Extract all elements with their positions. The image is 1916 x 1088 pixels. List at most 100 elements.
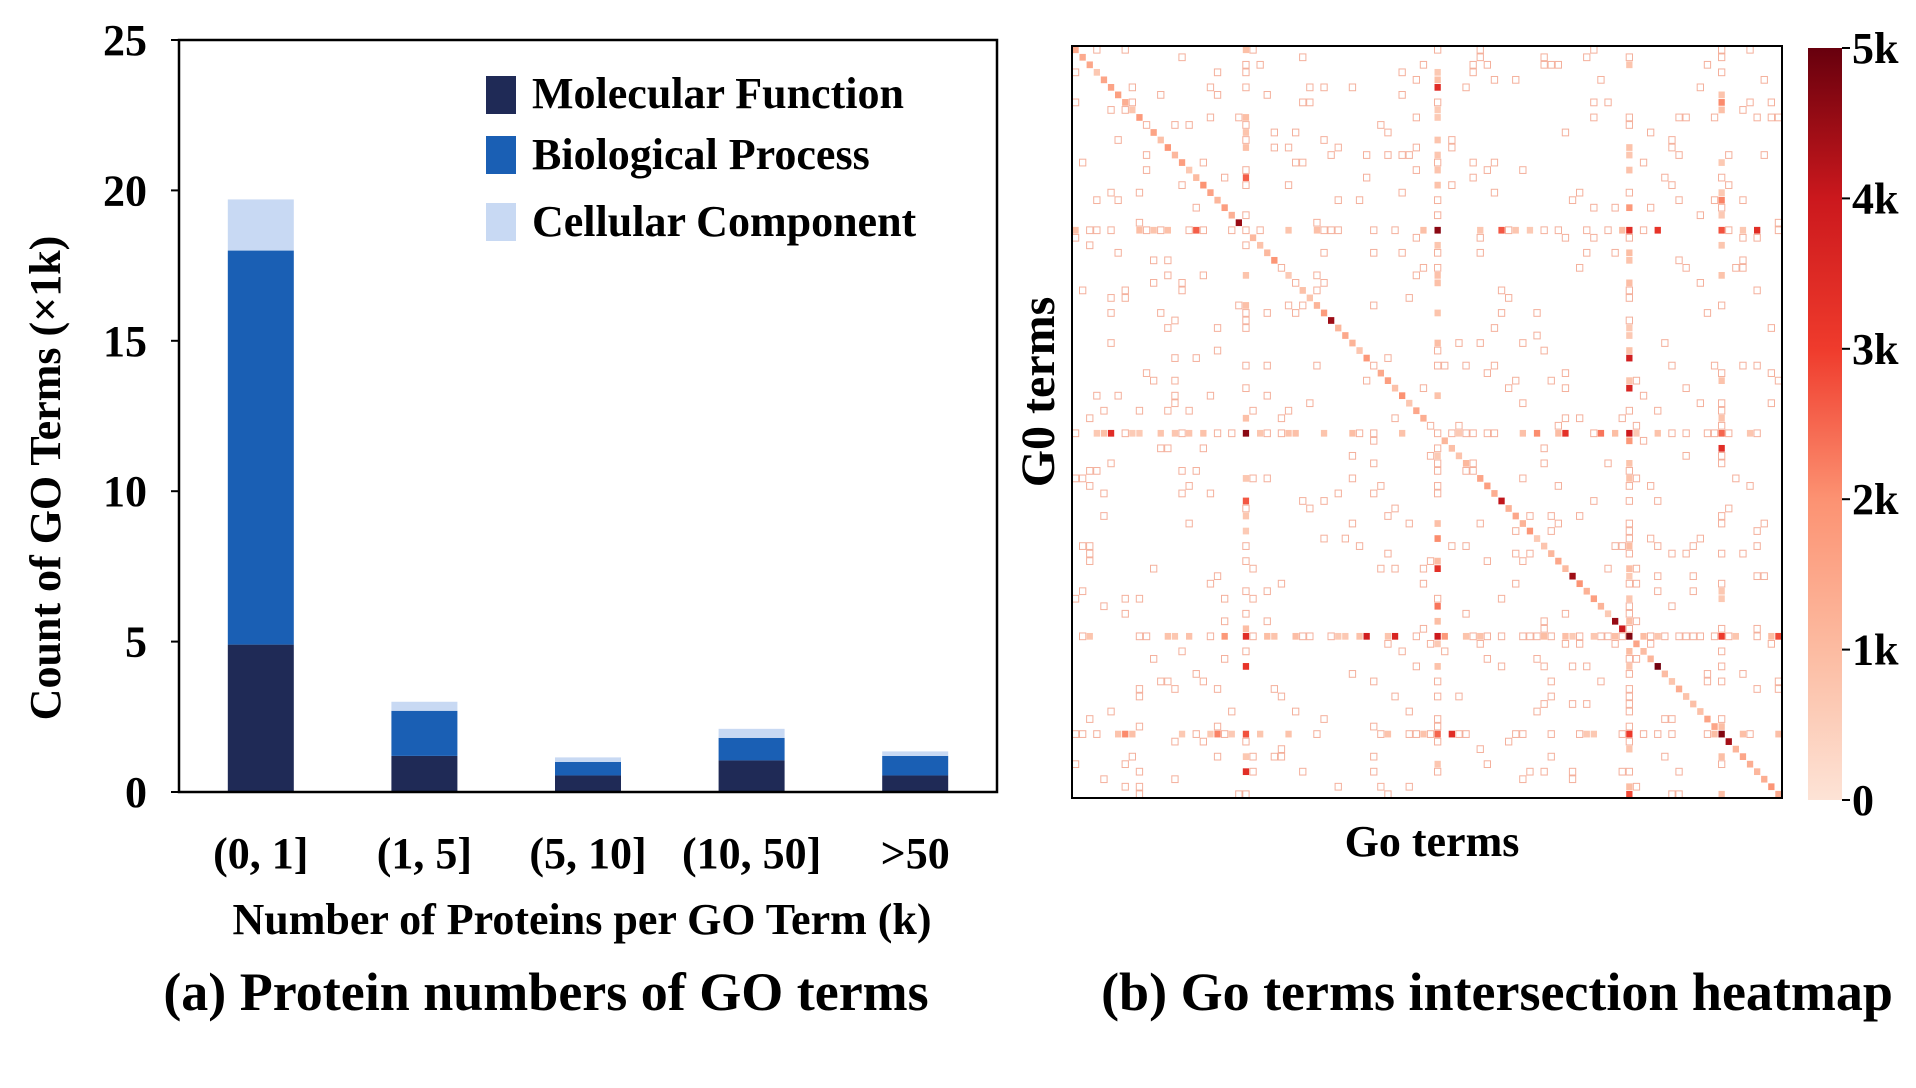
heatmap-cell (1654, 226, 1661, 234)
heatmap-cell (1434, 767, 1442, 776)
heatmap-cell (1313, 302, 1321, 309)
heatmap-cell (1668, 136, 1676, 144)
heatmap-cell (1668, 730, 1676, 738)
heatmap-cell (1519, 399, 1527, 408)
legend-label-molecular-function: Molecular Function (532, 69, 904, 118)
heatmap-cell (1164, 444, 1172, 453)
heatmap-cell (1135, 594, 1144, 603)
heatmap-cell (1122, 730, 1129, 738)
heatmap-cell (1342, 332, 1349, 339)
heatmap-cell (1206, 579, 1215, 588)
heatmap-cell (1718, 272, 1725, 279)
heatmap-cell (1554, 60, 1562, 69)
heatmap-cell (1441, 361, 1449, 370)
heatmap-cell (1434, 632, 1441, 640)
heatmap-cell (1576, 263, 1584, 272)
heatmap-cell (1434, 535, 1441, 542)
heatmap-cell (1185, 406, 1193, 415)
heatmap-cell (1164, 271, 1172, 280)
heatmap-cell (1732, 263, 1740, 272)
heatmap-cell (1406, 399, 1413, 407)
heatmap-cell (1221, 594, 1229, 603)
heatmap-cell (1682, 113, 1690, 122)
heatmap-cell (1121, 782, 1129, 791)
heatmap-cell (1554, 519, 1562, 528)
heatmap-cell (1164, 677, 1172, 686)
heatmap-cell (1753, 632, 1761, 641)
heatmap-cell (1604, 564, 1612, 573)
heatmap-cell (1434, 241, 1441, 249)
heatmap-y-axis-label: G0 terms (1012, 297, 1065, 488)
heatmap-cell (1242, 309, 1250, 317)
heatmap-cell (1612, 617, 1619, 625)
heatmap-cell (1668, 143, 1676, 152)
heatmap-cell (1469, 158, 1477, 167)
heatmap-cell (1121, 609, 1129, 618)
heatmap-cell (1640, 632, 1647, 640)
heatmap-cell (1192, 467, 1200, 475)
heatmap-cell (1114, 136, 1122, 144)
heatmap-cell (1178, 53, 1186, 62)
heatmap-cell (1625, 519, 1633, 528)
heatmap-cell (1434, 136, 1441, 144)
heatmap-cell (1292, 707, 1300, 716)
heatmap-cell (1200, 181, 1207, 189)
heatmap-cell (1554, 421, 1562, 430)
heatmap-cell (1277, 692, 1286, 701)
heatmap-cell (1590, 113, 1598, 122)
heatmap-cell (1434, 677, 1442, 686)
heatmap-cell (1568, 767, 1577, 776)
heatmap-cell (1135, 188, 1144, 197)
heatmap-cell (1746, 760, 1754, 768)
heatmap-cell (1206, 391, 1215, 400)
heatmap-cell (1299, 53, 1307, 62)
heatmap-cell (1498, 226, 1505, 234)
heatmap-cell (1626, 256, 1633, 264)
heatmap-cell (1512, 376, 1520, 385)
heatmap-cell (1647, 534, 1655, 543)
heatmap-cell (1718, 196, 1725, 204)
heatmap-cell (1512, 730, 1520, 738)
heatmap-cell (1718, 595, 1725, 603)
heatmap-cell (1718, 760, 1726, 769)
heatmap-cell (1434, 730, 1441, 738)
heatmap-cell (1249, 406, 1257, 415)
heatmap-cell (1483, 166, 1491, 174)
heatmap-cell (1242, 83, 1250, 92)
heatmap-cell (1540, 346, 1548, 355)
heatmap-cell (1284, 143, 1293, 152)
heatmap-cell (1356, 347, 1363, 354)
heatmap-cell (1569, 632, 1576, 640)
heatmap-cell (1157, 429, 1164, 437)
heatmap-cell (1313, 730, 1321, 738)
heatmap-cell (1490, 158, 1499, 167)
heatmap-cell (1497, 594, 1506, 603)
heatmap-cell (1718, 414, 1725, 422)
heatmap-cell (1626, 144, 1633, 151)
heatmap-cell (1313, 218, 1321, 227)
heatmap-cell (1746, 429, 1754, 437)
heatmap-cell (1540, 444, 1548, 453)
heatmap-cell (1299, 287, 1306, 294)
bar-segment-cellular-component (555, 757, 621, 762)
heatmap-cell (1753, 685, 1761, 693)
heatmap-cell (1483, 429, 1491, 438)
heatmap-cell (1462, 460, 1470, 467)
heatmap-cell (1419, 384, 1428, 393)
heatmap-cell (1079, 632, 1087, 641)
heatmap-cell (1413, 407, 1420, 415)
heatmap-cell (1718, 203, 1726, 212)
heatmap-cell (1739, 753, 1747, 760)
heatmap-cell (1619, 226, 1626, 234)
legend-swatch-biological-process (486, 136, 516, 174)
heatmap-cell (1405, 782, 1413, 791)
heatmap-cell (1242, 136, 1250, 144)
heatmap-cell (1150, 256, 1158, 265)
heatmap-cell (1718, 753, 1725, 760)
heatmap-cell (1519, 775, 1527, 784)
heatmap-cell (1121, 760, 1129, 769)
bar-segment-molecular-function (555, 775, 621, 792)
heatmap-cell (1363, 632, 1370, 640)
heatmap-cell (1398, 188, 1406, 197)
heatmap-cell (1178, 647, 1186, 656)
